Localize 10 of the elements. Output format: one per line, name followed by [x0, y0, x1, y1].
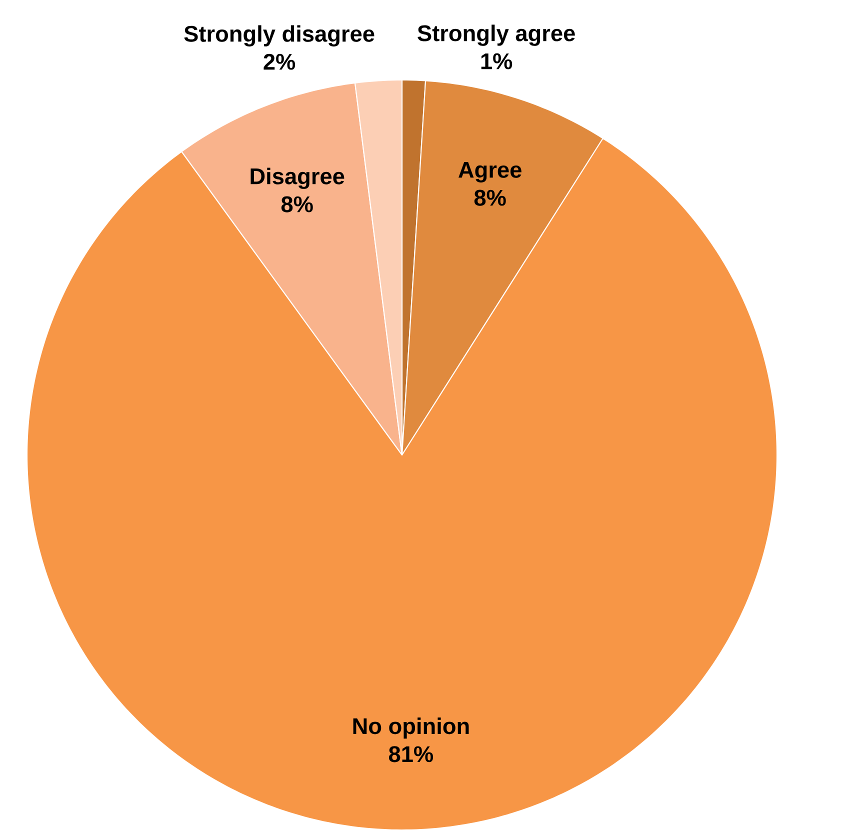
data-label: 2% [264, 54, 296, 70]
data-label: 8% [474, 190, 506, 206]
slice-label: Disagree [250, 168, 344, 189]
data-label: 81% [388, 746, 434, 762]
data-label: 1% [481, 53, 512, 70]
slice-label: Strongly disagree [184, 25, 374, 46]
slice-label: Agree [458, 162, 522, 182]
slice-label: No opinion [353, 718, 469, 739]
slice-label: Strongly agree [418, 24, 575, 46]
data-label: 8% [281, 196, 313, 212]
